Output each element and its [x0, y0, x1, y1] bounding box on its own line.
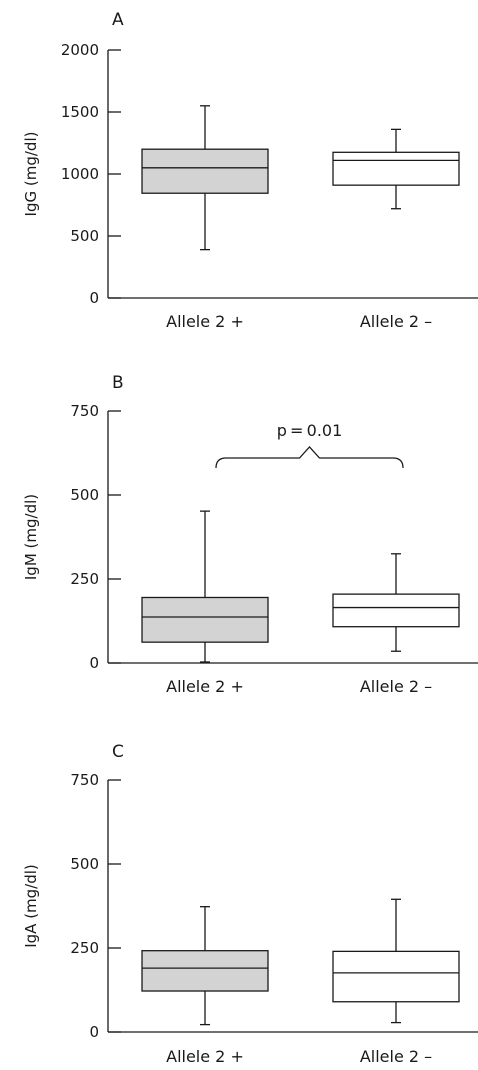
chart-panel-c: C 0 250 500 750 IgA (mg/dl) Allele 2 + Allele 2… — [22, 742, 478, 1066]
x-category-label: Allele 2 + — [166, 1047, 244, 1066]
panel-letter: B — [112, 373, 124, 393]
y-tick-label: 250 — [70, 570, 99, 588]
y-axis-title: IgG (mg/dl) — [22, 132, 40, 217]
interquartile-box — [332, 593, 460, 628]
y-axis-title: IgA (mg/dl) — [22, 864, 40, 948]
y-axis-title: IgM (mg/dl) — [22, 494, 40, 580]
x-category-label: Allele 2 – — [360, 677, 432, 696]
y-tick-label: 750 — [70, 402, 99, 420]
y-tick-label: 2000 — [61, 41, 99, 59]
interquartile-box — [141, 148, 269, 194]
x-category-label: Allele 2 – — [360, 312, 432, 331]
interquartile-box — [141, 950, 269, 992]
x-category-label: Allele 2 + — [166, 312, 244, 331]
x-category-label: Allele 2 + — [166, 677, 244, 696]
box-plot-allele-2-minus — [332, 553, 460, 652]
chart-panel-a: A 0 500 1000 1500 2000 IgG (mg/dl) Allele 2 + Al… — [22, 10, 478, 331]
y-tick-label: 1000 — [61, 165, 99, 183]
box-plot-allele-2-minus — [332, 898, 460, 1024]
y-tick-label: 500 — [70, 486, 99, 504]
p-value-annotation: p = 0.01 — [277, 421, 343, 440]
box-plot-allele-2-plus — [141, 510, 269, 663]
chart-panel-b: B 0 250 500 750 IgM (mg/dl) Allele 2 + Allele 2… — [22, 373, 478, 696]
y-tick-label: 0 — [89, 654, 99, 672]
y-tick-label: 750 — [70, 771, 99, 789]
panel-letter: C — [112, 742, 124, 762]
y-tick-label: 0 — [89, 1023, 99, 1041]
interquartile-box — [141, 596, 269, 643]
y-tick-label: 500 — [70, 855, 99, 873]
significance-brace — [215, 446, 404, 469]
x-category-label: Allele 2 – — [360, 1047, 432, 1066]
box-plot-allele-2-plus — [141, 105, 269, 251]
y-tick-label: 250 — [70, 939, 99, 957]
box-plot-allele-2-minus — [332, 128, 460, 210]
box-plot-allele-2-plus — [141, 906, 269, 1026]
interquartile-box — [332, 950, 460, 1003]
interquartile-box — [332, 151, 460, 186]
y-tick-label: 500 — [70, 227, 99, 245]
panel-letter: A — [112, 10, 124, 30]
y-tick-label: 0 — [89, 289, 99, 307]
y-tick-label: 1500 — [61, 103, 99, 121]
